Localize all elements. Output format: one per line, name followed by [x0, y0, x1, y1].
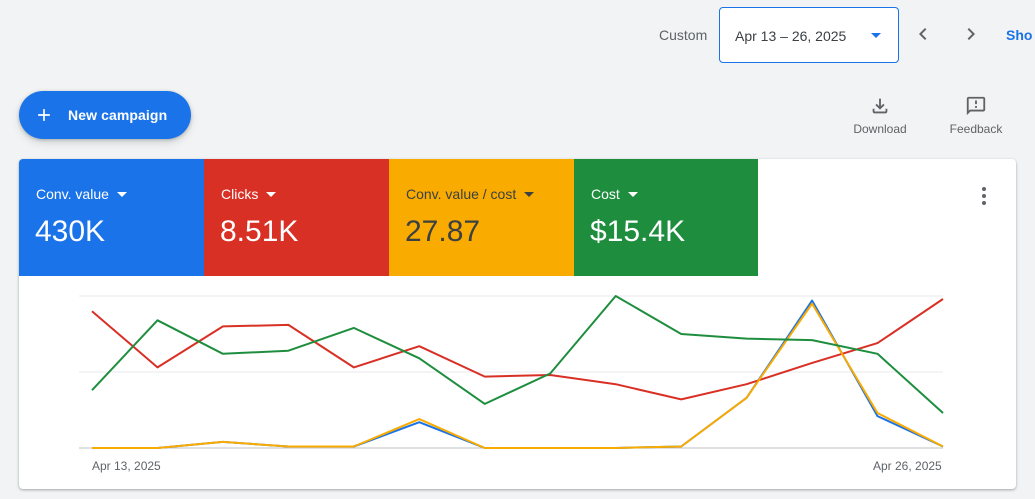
new-campaign-label: New campaign [68, 107, 168, 123]
performance-card: Conv. value 430K Clicks 8.51K Conv. valu… [19, 159, 1016, 489]
x-tick-label-start: Apr 13, 2025 [92, 459, 161, 473]
feedback-icon [966, 96, 986, 116]
date-range-value: Apr 13 – 26, 2025 [735, 28, 847, 44]
date-range-label: Custom [659, 27, 708, 43]
download-button[interactable]: Download [845, 95, 915, 136]
dropdown-caret-icon [116, 191, 127, 197]
metric-value: $15.4K [590, 215, 686, 248]
dropdown-caret-icon [627, 191, 638, 197]
metric-value: 8.51K [220, 215, 299, 248]
metric-cost[interactable]: Cost $15.4K [574, 159, 758, 276]
next-period-button[interactable] [957, 20, 985, 48]
more-vert-icon [982, 187, 986, 191]
dropdown-caret-icon [871, 33, 881, 38]
series-line-cost [91, 295, 944, 414]
date-range-select[interactable]: Apr 13 – 26, 2025 [719, 7, 899, 63]
feedback-label: Feedback [949, 122, 1003, 136]
dropdown-caret-icon [266, 191, 277, 197]
chevron-right-icon [967, 28, 975, 40]
x-tick-label-end: Apr 26, 2025 [873, 459, 942, 473]
more-options-button[interactable] [974, 183, 994, 209]
download-icon [872, 98, 888, 114]
metric-conv-value-per-cost[interactable]: Conv. value / cost 27.87 [389, 159, 574, 276]
metric-clicks[interactable]: Clicks 8.51K [204, 159, 389, 276]
line-chart [79, 295, 944, 449]
metric-value: 27.87 [405, 215, 481, 248]
metric-name: Clicks [221, 186, 259, 202]
plus-icon [38, 109, 50, 121]
metric-value: 430K [35, 215, 106, 248]
new-campaign-button[interactable]: New campaign [19, 91, 191, 139]
metric-name: Cost [591, 186, 620, 202]
series-line-conv-value-cost [92, 302, 944, 449]
chevron-left-icon [919, 28, 927, 40]
feedback-button[interactable]: Feedback [941, 95, 1011, 136]
metric-name: Conv. value / cost [406, 186, 517, 202]
previous-period-button[interactable] [909, 20, 937, 48]
metric-conv-value[interactable]: Conv. value 430K [19, 159, 204, 276]
series-line-clicks [91, 298, 944, 401]
dropdown-caret-icon [524, 191, 535, 197]
series-line-conv-value [92, 299, 944, 449]
show-link[interactable]: Sho [1006, 27, 1033, 43]
download-label: Download [853, 122, 907, 136]
metric-name: Conv. value [36, 186, 109, 202]
